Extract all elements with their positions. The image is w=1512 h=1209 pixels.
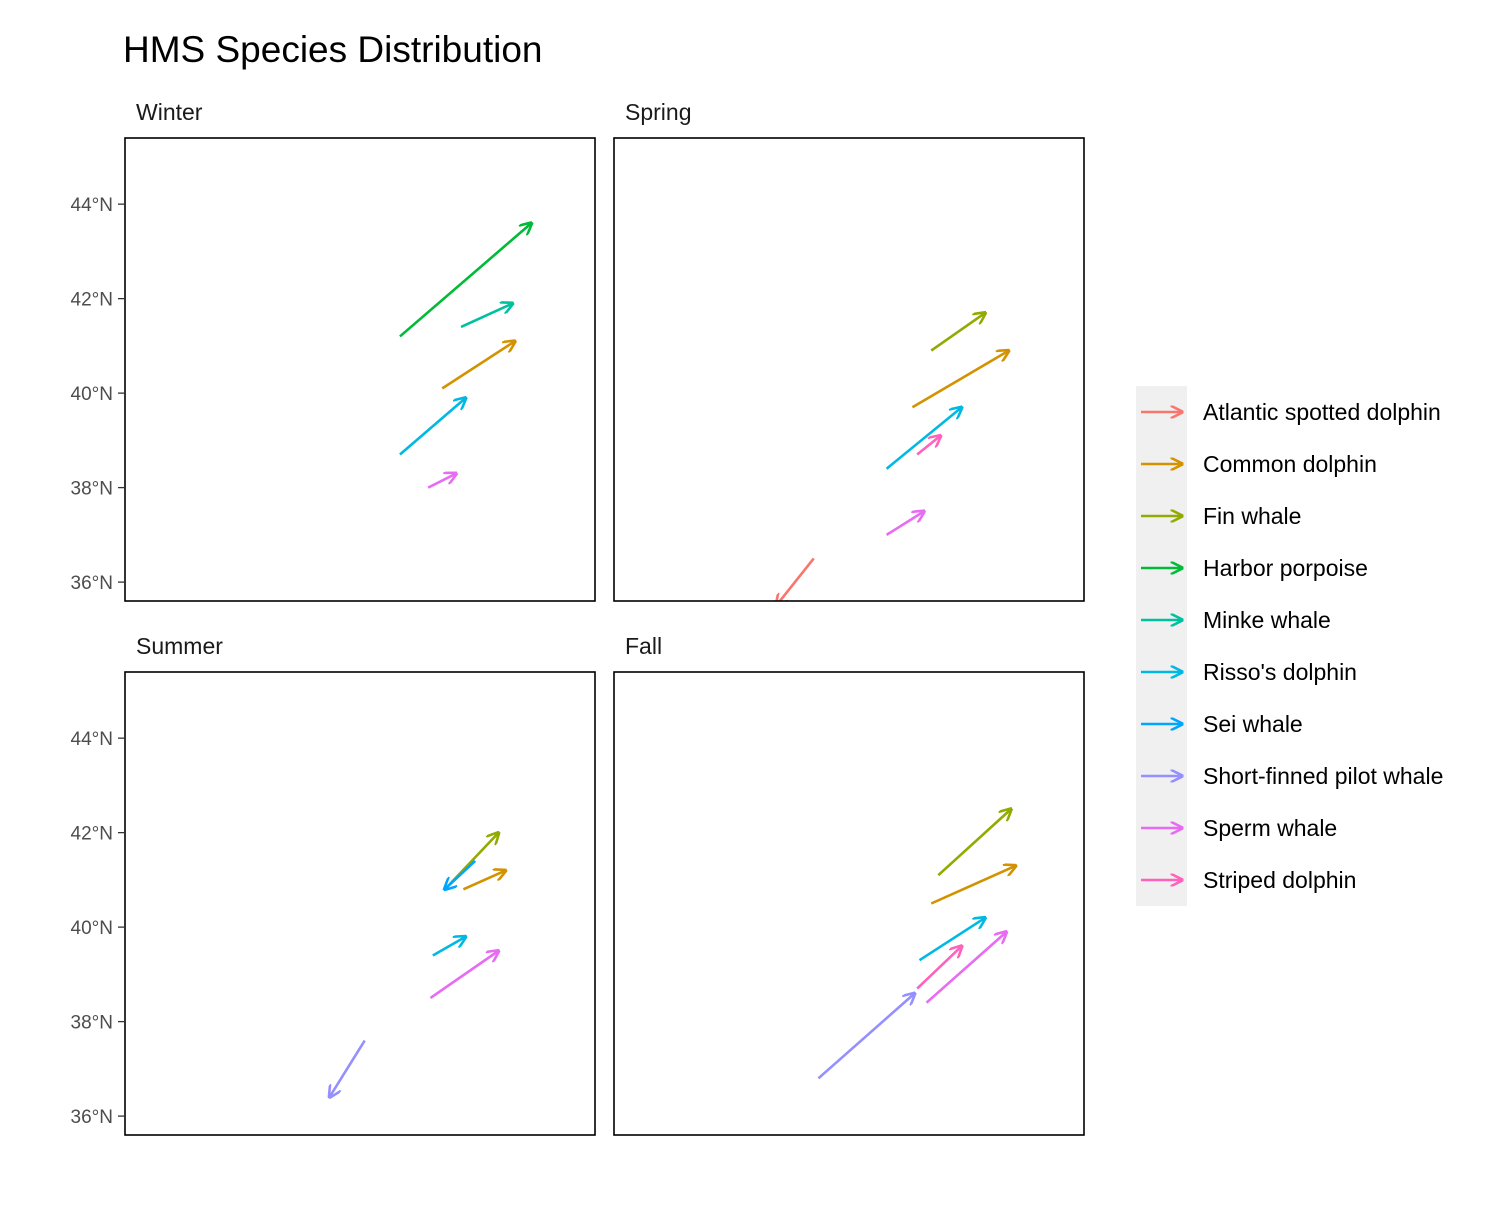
panel-summer: Summer 44°N 42°N 40°N 38°N 36°N xyxy=(71,633,596,1136)
arrow-common-dolphin xyxy=(462,870,505,891)
panel-spring: Spring xyxy=(613,99,1085,602)
y-tick-label: 36°N xyxy=(71,573,113,594)
panel-border xyxy=(124,671,596,1136)
legend-label-atlantic-spotted-dolphin: Atlantic spotted dolphin xyxy=(1203,399,1441,425)
legend: Atlantic spotted dolphin Common dolphin Fi… xyxy=(1136,386,1443,906)
arrow-sperm-whale xyxy=(427,473,456,489)
y-tick-label: 44°N xyxy=(71,195,113,216)
legend-label-sei-whale: Sei whale xyxy=(1203,711,1303,737)
arrow-striped-dolphin xyxy=(916,946,962,990)
panel-border xyxy=(124,137,596,602)
arrow-sperm-whale xyxy=(429,951,499,1000)
legend-label-minke-whale: Minke whale xyxy=(1203,607,1331,633)
y-tick-label: 42°N xyxy=(71,290,113,311)
y-tick-label: 44°N xyxy=(71,729,113,750)
arrow-sperm-whale xyxy=(885,511,925,536)
panel-winter: Winter 44°N 42°N 40°N 38°N 36°N xyxy=(71,99,596,602)
panel-border xyxy=(613,671,1085,1136)
arrow-fin-whale xyxy=(930,313,985,352)
arrow-sperm-whale xyxy=(925,932,1007,1004)
facet-panels: Winter 44°N 42°N 40°N 38°N 36°N Spring Summer 44… xyxy=(71,99,1085,1136)
legend-label-harbor-porpoise: Harbor porpoise xyxy=(1203,555,1368,581)
arrow-striped-dolphin xyxy=(916,436,941,456)
legend-label-sperm-whale: Sperm whale xyxy=(1203,815,1337,841)
panel-label-spring: Spring xyxy=(625,99,691,125)
panel-label-fall: Fall xyxy=(625,633,662,659)
panel-label-summer: Summer xyxy=(136,633,223,659)
arrows xyxy=(329,833,505,1098)
y-tick-label: 42°N xyxy=(71,824,113,845)
y-tick-label: 40°N xyxy=(71,918,113,939)
legend-label-striped-dolphin: Striped dolphin xyxy=(1203,867,1356,893)
panel-label-winter: Winter xyxy=(136,99,203,125)
y-tick-label: 40°N xyxy=(71,384,113,405)
legend-label-common-dolphin: Common dolphin xyxy=(1203,451,1377,477)
arrow-short-finned-pilot-whale xyxy=(817,993,914,1080)
arrow-short-finned-pilot-whale xyxy=(329,1039,366,1098)
arrow-minke-whale xyxy=(460,303,513,329)
arrow-risso-s-dolphin xyxy=(432,937,466,957)
legend-label-risso-s-dolphin: Risso's dolphin xyxy=(1203,659,1357,685)
arrow-fin-whale xyxy=(937,809,1011,877)
panel-fall: Fall xyxy=(613,633,1085,1136)
arrow-risso-s-dolphin xyxy=(885,407,962,470)
arrow-common-dolphin xyxy=(441,341,515,390)
legend-key-background xyxy=(1136,386,1187,906)
arrow-risso-s-dolphin xyxy=(399,398,466,456)
arrows xyxy=(817,809,1016,1080)
arrow-atlantic-spotted-dolphin xyxy=(776,557,815,601)
legend-label-short-finned-pilot-whale: Short-finned pilot whale xyxy=(1203,763,1443,789)
arrow-harbor-porpoise xyxy=(399,223,532,338)
y-tick-label: 38°N xyxy=(71,479,113,500)
arrows xyxy=(776,313,1009,601)
arrow-common-dolphin xyxy=(911,351,1008,409)
chart-title: HMS Species Distribution xyxy=(123,29,542,70)
panel-border xyxy=(613,137,1085,602)
arrows xyxy=(399,223,532,489)
arrow-sei-whale xyxy=(445,860,477,889)
arrow-common-dolphin xyxy=(930,866,1016,905)
arrow-risso-s-dolphin xyxy=(918,918,986,962)
legend-label-fin-whale: Fin whale xyxy=(1203,503,1301,529)
y-tick-label: 36°N xyxy=(71,1107,113,1128)
y-tick-label: 38°N xyxy=(71,1013,113,1034)
